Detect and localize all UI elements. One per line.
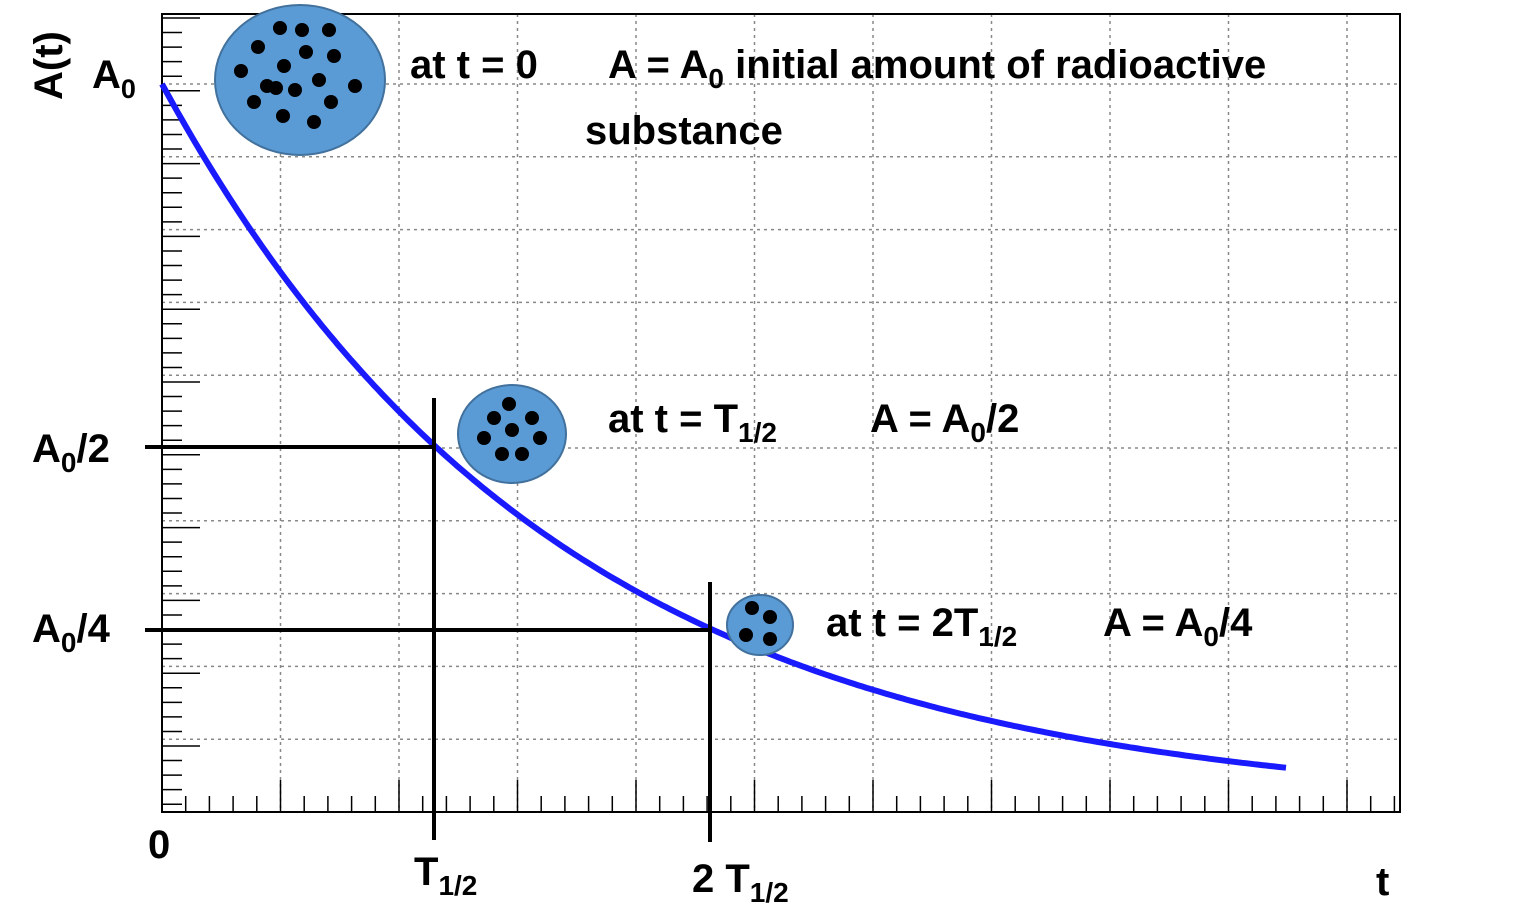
plot-frame <box>161 13 1401 813</box>
nucleus <box>763 610 777 624</box>
subscript: 1/2 <box>750 877 789 908</box>
annotation-amount: substance <box>585 109 783 153</box>
x-axis-title: t <box>1376 860 1389 904</box>
y-axis-title: A(t) <box>27 31 71 100</box>
nucleus <box>299 45 313 59</box>
annotation-amount: A = A0/2 <box>870 397 1019 448</box>
y-label: A0/4 <box>32 607 111 658</box>
nucleus <box>487 411 501 425</box>
nucleus <box>295 23 309 37</box>
text-part: 2 T <box>692 857 750 901</box>
nucleus <box>745 601 759 615</box>
nucleus <box>324 95 338 109</box>
text-part: initial amount of radioactive <box>724 43 1266 87</box>
nucleus <box>763 632 777 646</box>
subscript: 0 <box>708 63 724 94</box>
nucleus <box>288 83 302 97</box>
text-part: T <box>414 850 438 894</box>
text-part: A <box>92 53 121 97</box>
decay-curve <box>159 82 1287 771</box>
text-part: A = A <box>1103 601 1203 645</box>
nucleus <box>525 411 539 425</box>
subscript: 1/2 <box>438 870 477 901</box>
text-part: /2 <box>986 397 1019 441</box>
nucleus <box>307 115 321 129</box>
origin-label: 0 <box>148 823 170 867</box>
text-part: at t = 0 <box>410 43 538 87</box>
subscript: 1/2 <box>978 621 1017 652</box>
nucleus <box>234 64 248 78</box>
text-part: /4 <box>1219 601 1253 645</box>
nucleus <box>739 628 753 642</box>
annotation-amount: A = A0/4 <box>1103 601 1253 652</box>
nucleus <box>247 95 261 109</box>
nucleus <box>251 40 265 54</box>
text-part: A <box>32 427 61 471</box>
annotation-time: at t = T1/2 <box>608 397 777 448</box>
subscript: 0 <box>121 74 136 104</box>
nucleus <box>277 59 291 73</box>
nuclei-group <box>726 594 794 656</box>
annotation-time: at t = 0 <box>410 43 538 87</box>
nucleus <box>327 49 341 63</box>
annotation-time: at t = 2T1/2 <box>826 601 1017 652</box>
x-label: T1/2 <box>414 850 477 901</box>
nucleus <box>312 73 326 87</box>
grid <box>162 14 1400 812</box>
nucleus <box>276 109 290 123</box>
subscript: 0 <box>1203 621 1219 652</box>
text-part: A = A <box>870 397 970 441</box>
text-part: at t = T <box>608 397 738 441</box>
nucleus <box>515 447 529 461</box>
annotation-amount: A = A0 initial amount of radioactive <box>608 43 1266 94</box>
nucleus <box>505 423 519 437</box>
nucleus <box>322 23 336 37</box>
y-label: A0/2 <box>32 427 110 478</box>
y-label: A0 <box>92 53 136 104</box>
text-part: A <box>32 607 61 651</box>
nucleus <box>533 431 547 445</box>
nucleus <box>477 431 491 445</box>
text-part: /2 <box>76 427 109 471</box>
nucleus <box>495 447 509 461</box>
nuclei-groups <box>214 4 794 656</box>
subscript: 0 <box>61 447 77 478</box>
nucleus <box>273 21 287 35</box>
text-part: /4 <box>76 607 110 651</box>
text-part: A = A <box>608 43 708 87</box>
nucleus <box>348 79 362 93</box>
ticks <box>161 17 1396 812</box>
nucleus <box>502 397 516 411</box>
subscript: 0 <box>970 417 986 448</box>
text-part: at t = 2T <box>826 601 978 645</box>
subscript: 1/2 <box>738 417 777 448</box>
x-label: 2 T1/2 <box>692 857 789 908</box>
nucleus <box>269 81 283 95</box>
subscript: 0 <box>61 627 77 658</box>
